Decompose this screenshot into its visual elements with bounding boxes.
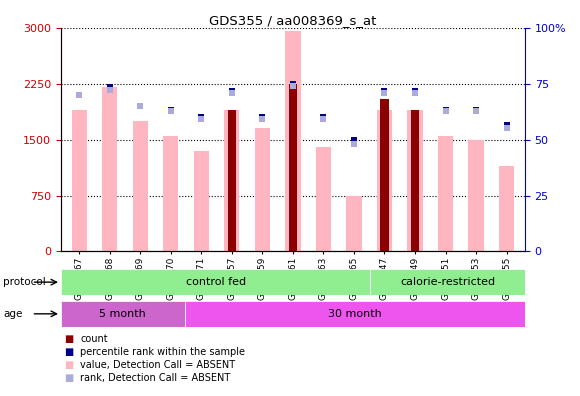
Bar	[411, 110, 419, 251]
Bar	[61, 269, 370, 295]
Text: ■: ■	[64, 346, 73, 357]
Bar	[289, 84, 297, 251]
Bar	[380, 99, 389, 251]
Bar	[370, 269, 525, 295]
Bar	[133, 121, 148, 251]
Text: count: count	[80, 333, 108, 344]
Bar	[184, 301, 525, 327]
Text: 30 month: 30 month	[328, 309, 382, 319]
Text: value, Detection Call = ABSENT: value, Detection Call = ABSENT	[80, 360, 235, 370]
Text: ■: ■	[64, 360, 73, 370]
Bar	[163, 136, 179, 251]
Bar	[224, 110, 240, 251]
Text: calorie-restricted: calorie-restricted	[400, 277, 495, 287]
Bar	[71, 110, 87, 251]
Bar	[194, 151, 209, 251]
Bar	[499, 166, 514, 251]
Bar	[469, 140, 484, 251]
Text: percentile rank within the sample: percentile rank within the sample	[80, 346, 245, 357]
Bar	[377, 110, 392, 251]
Text: control fed: control fed	[186, 277, 245, 287]
Bar	[316, 147, 331, 251]
Title: GDS355 / aa008369_s_at: GDS355 / aa008369_s_at	[209, 13, 376, 27]
Text: protocol: protocol	[3, 277, 46, 287]
Bar	[61, 301, 184, 327]
Bar	[227, 110, 236, 251]
Bar	[438, 136, 453, 251]
Text: ■: ■	[64, 333, 73, 344]
Text: age: age	[3, 308, 22, 319]
Bar	[285, 31, 300, 251]
Text: 5 month: 5 month	[99, 309, 146, 319]
Text: rank, Detection Call = ABSENT: rank, Detection Call = ABSENT	[80, 373, 230, 383]
Bar	[346, 196, 361, 251]
Bar	[407, 110, 423, 251]
Bar	[255, 128, 270, 251]
Text: ■: ■	[64, 373, 73, 383]
Bar	[102, 88, 117, 251]
